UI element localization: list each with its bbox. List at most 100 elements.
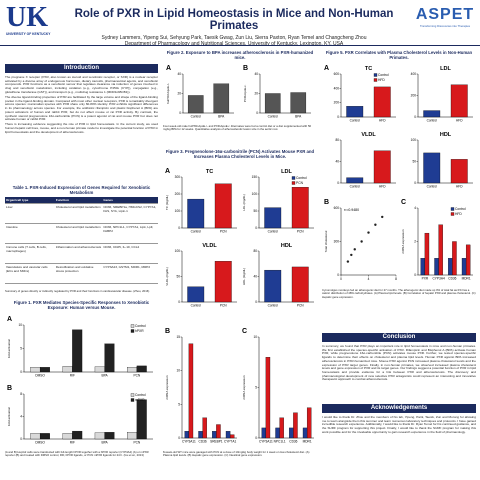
bar: [216, 424, 221, 439]
y-axis-label: mRNA expression: [242, 375, 246, 399]
panel-label: A: [7, 316, 12, 323]
bar: [291, 187, 309, 229]
x-tick-label: PCN: [297, 304, 304, 308]
bar: [373, 150, 391, 184]
panel-title: VLDL: [361, 132, 376, 138]
bar: [264, 269, 282, 303]
panel-title: HDL: [281, 243, 293, 249]
y-tick-label: 50: [176, 275, 180, 279]
y-tick-label: 4: [20, 415, 22, 419]
bar: [291, 266, 309, 303]
intro-text: The pregnane X receptor (PXR, also known…: [5, 75, 158, 136]
x-tick-label: MDR1: [462, 277, 471, 281]
figure-title: Figure 1. PXR Mediates Species-Specific …: [13, 300, 150, 310]
legend-swatch: [373, 73, 378, 77]
x-tick-label: Control: [191, 304, 202, 308]
section-heading: Acknowledgements: [322, 404, 476, 413]
bar: [450, 159, 468, 184]
bar: [62, 433, 73, 440]
y-tick-label: 40: [253, 275, 257, 279]
bar: [72, 329, 83, 373]
panel: B PXR•ApoE-/- 0 20 40 Control BPA: [243, 65, 311, 119]
y-tick-label: 50: [253, 209, 257, 213]
bar: [136, 399, 147, 440]
legend-label: Control: [378, 73, 389, 77]
y-tick-label: 100: [411, 138, 417, 142]
y-tick-label: 600: [334, 72, 340, 76]
annotation: r²=0.9480: [344, 208, 359, 212]
figure-title: Figure 5. PXR Correlates with Plasma Cho…: [325, 50, 473, 60]
y-tick-label: 10: [18, 323, 22, 327]
panel: VLDL VLDL (mg/dL) 0 50 100 Control PCN: [165, 243, 237, 308]
panel-label: B: [243, 65, 248, 72]
aspet-logo: ASPET Transforming Discoveries into Ther…: [414, 6, 476, 28]
y-tick-label: 0: [414, 181, 416, 185]
y-tick-label: 80: [335, 138, 339, 142]
table-row: Liver Cholesterol and lipid metabolism CD3…: [5, 203, 158, 224]
point: [374, 223, 377, 226]
x-tick-label: Control: [350, 119, 361, 123]
y-tick-label: 200: [334, 101, 340, 105]
caption: Cynomolgus monkeys fed an atherogenic di…: [322, 288, 476, 299]
x-tick-label: Control: [350, 185, 361, 189]
legend-swatch: [130, 329, 135, 333]
panel-label: A: [324, 65, 329, 72]
right-logo-sub: Transforming Discoveries into Therapies: [419, 24, 471, 28]
x-tick-label: CYP3A11: [182, 440, 196, 444]
panel-label: A: [165, 168, 170, 175]
bar: [104, 432, 115, 440]
bar: [423, 152, 441, 184]
bar: [184, 431, 190, 439]
bar: [104, 343, 115, 373]
bar: [264, 207, 282, 229]
x-tick-label: BPA: [295, 115, 302, 119]
legend-label: HFD: [378, 78, 385, 82]
bar: [423, 110, 441, 118]
panel-label: A: [166, 65, 171, 72]
bar: [62, 366, 73, 373]
y-axis-label: mRNA expression: [401, 229, 405, 253]
y-tick-label: 5: [20, 347, 22, 351]
section-heading: Conclusion: [322, 333, 476, 342]
y-tick-label: 0: [255, 300, 257, 304]
panel: A Fold activation 0 5 10 DMSO RIF BPA PCN Control…: [7, 316, 153, 378]
bar: [346, 106, 364, 118]
legend-label: Control: [135, 393, 146, 397]
legend-swatch: [130, 398, 135, 402]
y-tick-label: 0: [337, 273, 339, 277]
y-tick-label: 10: [253, 335, 257, 339]
x-tick-label: 8: [395, 277, 397, 281]
y-tick-label: 300: [175, 175, 181, 179]
x-tick-label: Control: [191, 115, 202, 119]
right-logo: ASPET: [415, 6, 475, 23]
bar: [127, 367, 138, 373]
table-cell: CD36, NPC1L1, CYP7A1, Lipk, LpF, FABP2: [102, 223, 158, 244]
caption: (A and B) HepG2 cells were transfected w…: [5, 450, 149, 458]
legend-swatch: [130, 393, 135, 397]
figure-title: Figure 2. Exposure to BPA increases athe…: [166, 50, 314, 60]
x-tick-label: PCN: [134, 441, 141, 445]
y-axis-label: LDL (mg/dL): [242, 194, 246, 211]
y-axis-label: PXR•ApoE-/-: [243, 85, 247, 102]
y-tick-label: 5: [255, 386, 257, 390]
x-tick-label: 4: [368, 277, 370, 281]
y-axis-label: huPXR•ApoE-/-: [166, 83, 170, 104]
bar: [264, 93, 281, 114]
bar: [39, 433, 50, 440]
x-tick-label: BPA: [102, 441, 109, 445]
paragraph: The pregnane X receptor (PXR, also known…: [5, 75, 158, 94]
bar: [188, 343, 194, 439]
y-tick-label: 0: [337, 181, 339, 185]
x-tick-label: CYP7A1: [224, 440, 236, 444]
y-tick-label: 200: [411, 94, 417, 98]
bar: [293, 412, 298, 439]
y-tick-label: 0: [414, 273, 416, 277]
x-tick-label: PXR: [422, 277, 429, 281]
point: [353, 248, 356, 251]
y-tick-label: 400: [334, 86, 340, 90]
y-tick-label: 20: [177, 92, 181, 96]
